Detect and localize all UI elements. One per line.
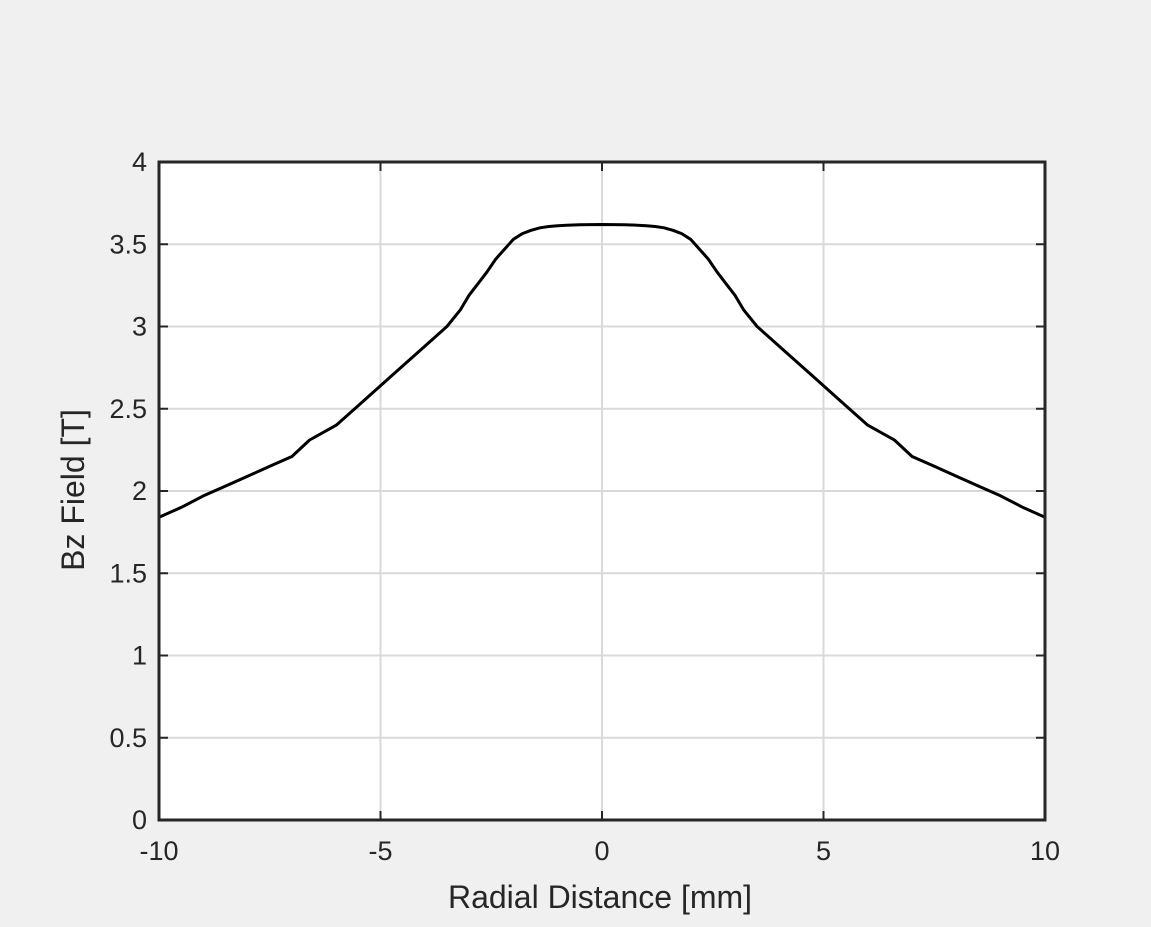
x-tick-label-0: -10 — [139, 836, 178, 866]
x-tick-label-4: 10 — [1030, 836, 1060, 866]
x-tick-label-3: 5 — [816, 836, 831, 866]
y-tick-label-3: 1.5 — [109, 558, 147, 588]
y-axis-label: Bz Field [T] — [55, 409, 91, 571]
y-tick-label-2: 1 — [132, 641, 147, 671]
y-tick-label-4: 2 — [132, 476, 147, 506]
y-axis: 0 0.5 1 1.5 2 2.5 3 3.5 4 — [109, 147, 1045, 835]
series-line-0 — [159, 223, 1045, 519]
x-tick-label-1: -5 — [368, 836, 392, 866]
y-tick-label-1: 0.5 — [109, 723, 147, 753]
x-tick-label-2: 0 — [594, 836, 609, 866]
y-tick-label-6: 3 — [132, 312, 147, 342]
x-axis: -10 -5 0 5 10 — [139, 162, 1060, 866]
y-tick-label-7: 3.5 — [109, 229, 147, 259]
x-axis-label: Radial Distance [mm] — [448, 879, 752, 915]
y-tick-label-0: 0 — [132, 805, 147, 835]
y-tick-label-8: 4 — [132, 147, 147, 177]
y-tick-label-5: 2.5 — [109, 394, 147, 424]
